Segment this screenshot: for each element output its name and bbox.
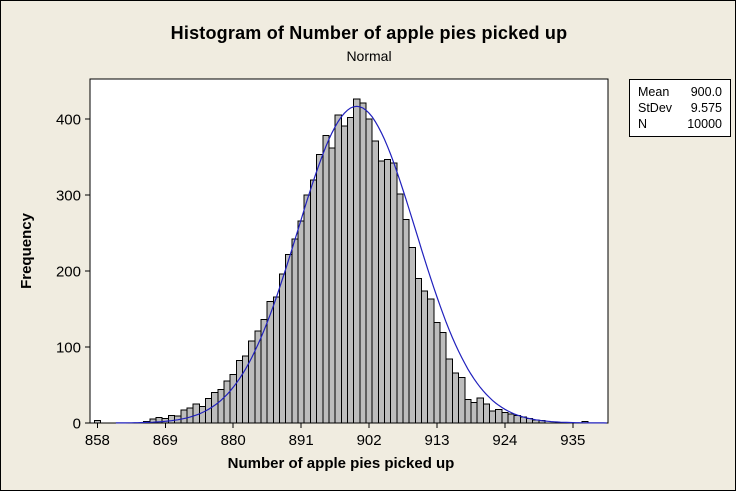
histogram-bar <box>328 147 336 424</box>
histogram-bar <box>427 298 435 424</box>
histogram-bar <box>507 413 515 424</box>
y-axis: 0 100 200 300 400 <box>56 111 90 432</box>
histogram-bar <box>180 409 188 424</box>
histogram-bar <box>322 135 330 424</box>
y-tick-label: 200 <box>56 263 81 280</box>
x-tick-label: 935 <box>560 432 585 449</box>
histogram-bar <box>291 238 299 424</box>
histogram-bar <box>198 405 206 424</box>
histogram-bar <box>513 414 521 424</box>
histogram-bar <box>451 372 460 424</box>
x-tick-label: 913 <box>424 432 449 449</box>
histogram-bar <box>445 358 453 424</box>
histogram-bar <box>458 376 466 424</box>
histogram-bar <box>309 179 318 424</box>
x-tick-label: 924 <box>492 432 517 449</box>
histogram-bar <box>439 332 447 424</box>
histogram-bar <box>476 397 484 424</box>
axis-labels: Number of apple pies picked up Frequency <box>18 212 454 472</box>
histogram-bar <box>223 380 231 424</box>
histogram-bar <box>414 278 423 424</box>
y-tick-label: 100 <box>56 339 81 356</box>
histogram-bar <box>229 373 237 424</box>
histogram-bar <box>464 398 472 424</box>
x-tick-label: 869 <box>153 432 178 449</box>
histogram-bar <box>235 360 243 424</box>
histogram-bar <box>433 322 441 424</box>
histogram-bar <box>421 290 429 424</box>
legend-stdev-value: 9.575 <box>690 101 722 115</box>
chart-subtitle: Normal <box>346 48 392 64</box>
histogram-bar <box>346 116 355 424</box>
histogram-bar <box>495 408 503 424</box>
histogram-bar <box>402 218 410 424</box>
histogram-bar <box>359 102 367 424</box>
fit-statistics-legend: Mean 900.0 StDev 9.575 N 10000 <box>629 79 731 137</box>
histogram-bar <box>340 125 348 424</box>
legend-n-label: N <box>638 117 648 131</box>
y-tick-label: 0 <box>73 415 81 432</box>
histogram-bar <box>297 220 305 424</box>
histogram-bar <box>408 246 416 424</box>
histogram-bar <box>192 403 200 424</box>
x-axis: 858 869 880 891 902 913 924 935 <box>85 423 585 449</box>
histogram-bar <box>396 193 404 424</box>
legend-row-n: N 10000 <box>630 116 730 132</box>
histogram-bar <box>272 296 281 424</box>
normal-curve-line <box>115 105 607 424</box>
histogram-bar <box>186 407 194 424</box>
histogram-bar <box>211 392 219 424</box>
histogram-bar <box>303 194 311 424</box>
histogram-bar <box>390 162 398 424</box>
histogram-bar <box>93 420 101 424</box>
histogram-bar <box>353 98 361 424</box>
histogram-bar <box>334 114 342 424</box>
legend-mean-value: 900.0 <box>690 85 722 99</box>
legend-row-mean: Mean 900.0 <box>630 84 730 100</box>
chart-title: Histogram of Number of apple pies picked… <box>170 23 568 43</box>
histogram-bar <box>167 414 176 424</box>
histogram-bar <box>384 158 392 424</box>
x-tick-label: 858 <box>85 432 110 449</box>
x-tick-label: 880 <box>221 432 246 449</box>
normal-curve <box>115 105 607 424</box>
histogram-bar <box>482 403 490 424</box>
legend-n-value: 10000 <box>687 117 722 131</box>
x-tick-label: 891 <box>289 432 314 449</box>
histogram-bar <box>501 411 509 424</box>
histogram-bar <box>488 410 497 424</box>
y-tick-label: 400 <box>56 111 81 128</box>
histogram-bar <box>470 401 478 424</box>
legend-mean-label: Mean <box>638 85 670 99</box>
histogram-bar <box>371 140 379 424</box>
histogram-bars <box>93 98 589 424</box>
y-tick-label: 300 <box>56 187 81 204</box>
legend-row-stdev: StDev 9.575 <box>630 100 730 116</box>
histogram-bar <box>377 160 385 424</box>
x-tick-label: 902 <box>357 432 382 449</box>
histogram-bar <box>365 118 373 424</box>
y-axis-label: Frequency <box>18 212 35 289</box>
histogram-bar <box>279 273 287 424</box>
histogram-bar <box>217 389 225 424</box>
x-axis-label: Number of apple pies picked up <box>228 455 455 472</box>
histogram-bar <box>285 253 293 424</box>
histogram-bar <box>316 154 324 424</box>
legend-stdev-label: StDev <box>638 101 673 115</box>
